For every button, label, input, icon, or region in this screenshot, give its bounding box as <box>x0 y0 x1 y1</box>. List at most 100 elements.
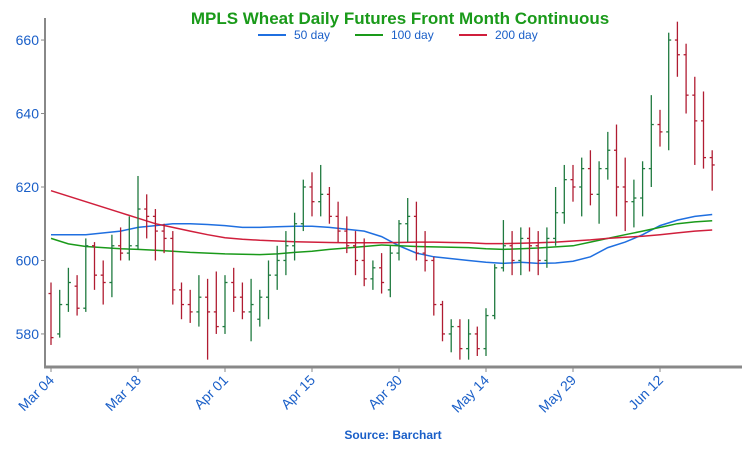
ohlc-bar <box>179 282 184 320</box>
ohlc-bar <box>65 267 71 312</box>
ohlc-bar <box>74 275 80 316</box>
y-tick-label: 660 <box>16 32 40 48</box>
ohlc-bar <box>518 227 524 276</box>
y-tick-label: 620 <box>16 179 40 195</box>
ohlc-bar <box>492 264 498 320</box>
ohlc-bar <box>100 260 106 305</box>
ohlc-bar <box>640 161 646 217</box>
ohlc-bar <box>379 253 385 294</box>
ohlc-bar <box>361 238 367 287</box>
source-label: Source: Barchart <box>344 428 441 442</box>
ohlc-bar <box>509 231 515 276</box>
x-tick-label: Mar 18 <box>102 372 144 414</box>
x-tick-label: May 29 <box>535 372 579 416</box>
ohlc-bar <box>474 326 480 356</box>
ohlc-bar <box>231 267 237 312</box>
ohlc-bar <box>196 275 202 327</box>
legend: 50 day 100 day 200 day <box>258 28 538 42</box>
y-tick-label: 640 <box>16 106 40 122</box>
ohlc-bar <box>648 95 654 187</box>
ohlc-bar <box>396 220 402 261</box>
ohlc-bar <box>248 278 254 342</box>
ohlc-bar <box>318 164 324 217</box>
ohlc-bar <box>292 212 298 261</box>
ohlc-bar <box>666 32 672 151</box>
ohlc-bar <box>326 186 332 224</box>
x-tick-label: Apr 30 <box>365 372 406 413</box>
ohlc-bar <box>283 231 289 276</box>
y-axis: 580 600 620 640 660 <box>16 32 45 342</box>
legend-label: 50 day <box>294 28 330 42</box>
ohlc-bar <box>527 227 532 272</box>
ohlc-bar <box>83 238 89 312</box>
ohlc-bar <box>109 234 115 298</box>
ohlc-bar <box>500 220 506 272</box>
ohlc-bar <box>405 198 411 243</box>
ohlc-bar <box>353 231 358 276</box>
x-tick-label: Jun 12 <box>625 372 666 413</box>
ohlc-bar <box>683 43 689 114</box>
ohlc-bar <box>170 231 176 305</box>
x-tick-label: May 14 <box>448 372 492 416</box>
ohlc-bar <box>118 227 124 261</box>
ohlc-bar <box>205 278 211 360</box>
ohlc-bar <box>266 260 271 320</box>
ohlc-bar <box>605 131 611 180</box>
ohlc-bar <box>387 245 393 298</box>
chart-title: MPLS Wheat Daily Futures Front Month Con… <box>191 9 609 28</box>
ohlc-bar <box>335 201 341 243</box>
ohlc-bar <box>370 260 376 290</box>
moving-average-lines <box>50 189 713 265</box>
ohlc-bar <box>431 256 437 316</box>
ohlc-bar <box>457 319 463 360</box>
ohlc-bar <box>344 216 350 254</box>
legend-label: 200 day <box>495 28 538 42</box>
ohlc-bar <box>674 21 680 77</box>
ohlc-bar <box>126 216 132 261</box>
ohlc-bar <box>709 150 715 191</box>
ohlc-bar <box>92 242 97 290</box>
x-tick-label: Apr 15 <box>278 372 319 413</box>
ohlc-bar <box>544 227 550 268</box>
ohlc-bar <box>657 109 663 147</box>
y-tick-label: 600 <box>16 252 40 268</box>
ohlc-bar <box>587 150 593 206</box>
y-tick-label: 580 <box>16 326 40 342</box>
ohlc-bar <box>701 91 706 169</box>
ohlc-bar <box>161 223 167 254</box>
x-tick-label: Mar 04 <box>15 372 57 414</box>
ohlc-bar <box>57 289 63 338</box>
series-line <box>50 189 713 245</box>
ohlc-bar <box>422 231 428 272</box>
ohlc-bar <box>48 282 54 345</box>
ohlc-bar <box>466 319 472 360</box>
ohlc-bar <box>187 289 193 323</box>
ohlc-bar <box>483 308 489 356</box>
x-axis: Mar 04 Mar 18 Apr 01 Apr 15 Apr 30 May 14 May … <box>15 367 666 416</box>
axes <box>44 18 742 369</box>
ohlc-bars <box>48 21 715 360</box>
x-tick-label: Apr 01 <box>191 372 232 413</box>
legend-label: 100 day <box>391 28 434 42</box>
ohlc-bar <box>309 172 315 217</box>
ohlc-bar <box>239 282 245 320</box>
ohlc-bar <box>300 179 306 232</box>
ohlc-bar <box>144 194 150 239</box>
ohlc-bar <box>413 201 419 261</box>
ohlc-bar <box>570 164 576 202</box>
ohlc-bar <box>257 289 263 327</box>
ohlc-bar <box>448 319 454 353</box>
ohlc-bar <box>631 179 637 228</box>
ohlc-bar <box>614 124 619 217</box>
ohlc-bar <box>135 175 141 250</box>
ohlc-bar <box>622 157 628 232</box>
ohlc-bar <box>553 186 559 246</box>
ohlc-bar <box>596 161 602 224</box>
ohlc-bar <box>561 164 567 224</box>
ohlc-bar <box>274 245 280 290</box>
ohlc-bar <box>222 275 228 334</box>
ohlc-bar <box>152 209 158 261</box>
ohlc-bar <box>535 231 541 276</box>
ohlc-bar <box>579 157 585 217</box>
